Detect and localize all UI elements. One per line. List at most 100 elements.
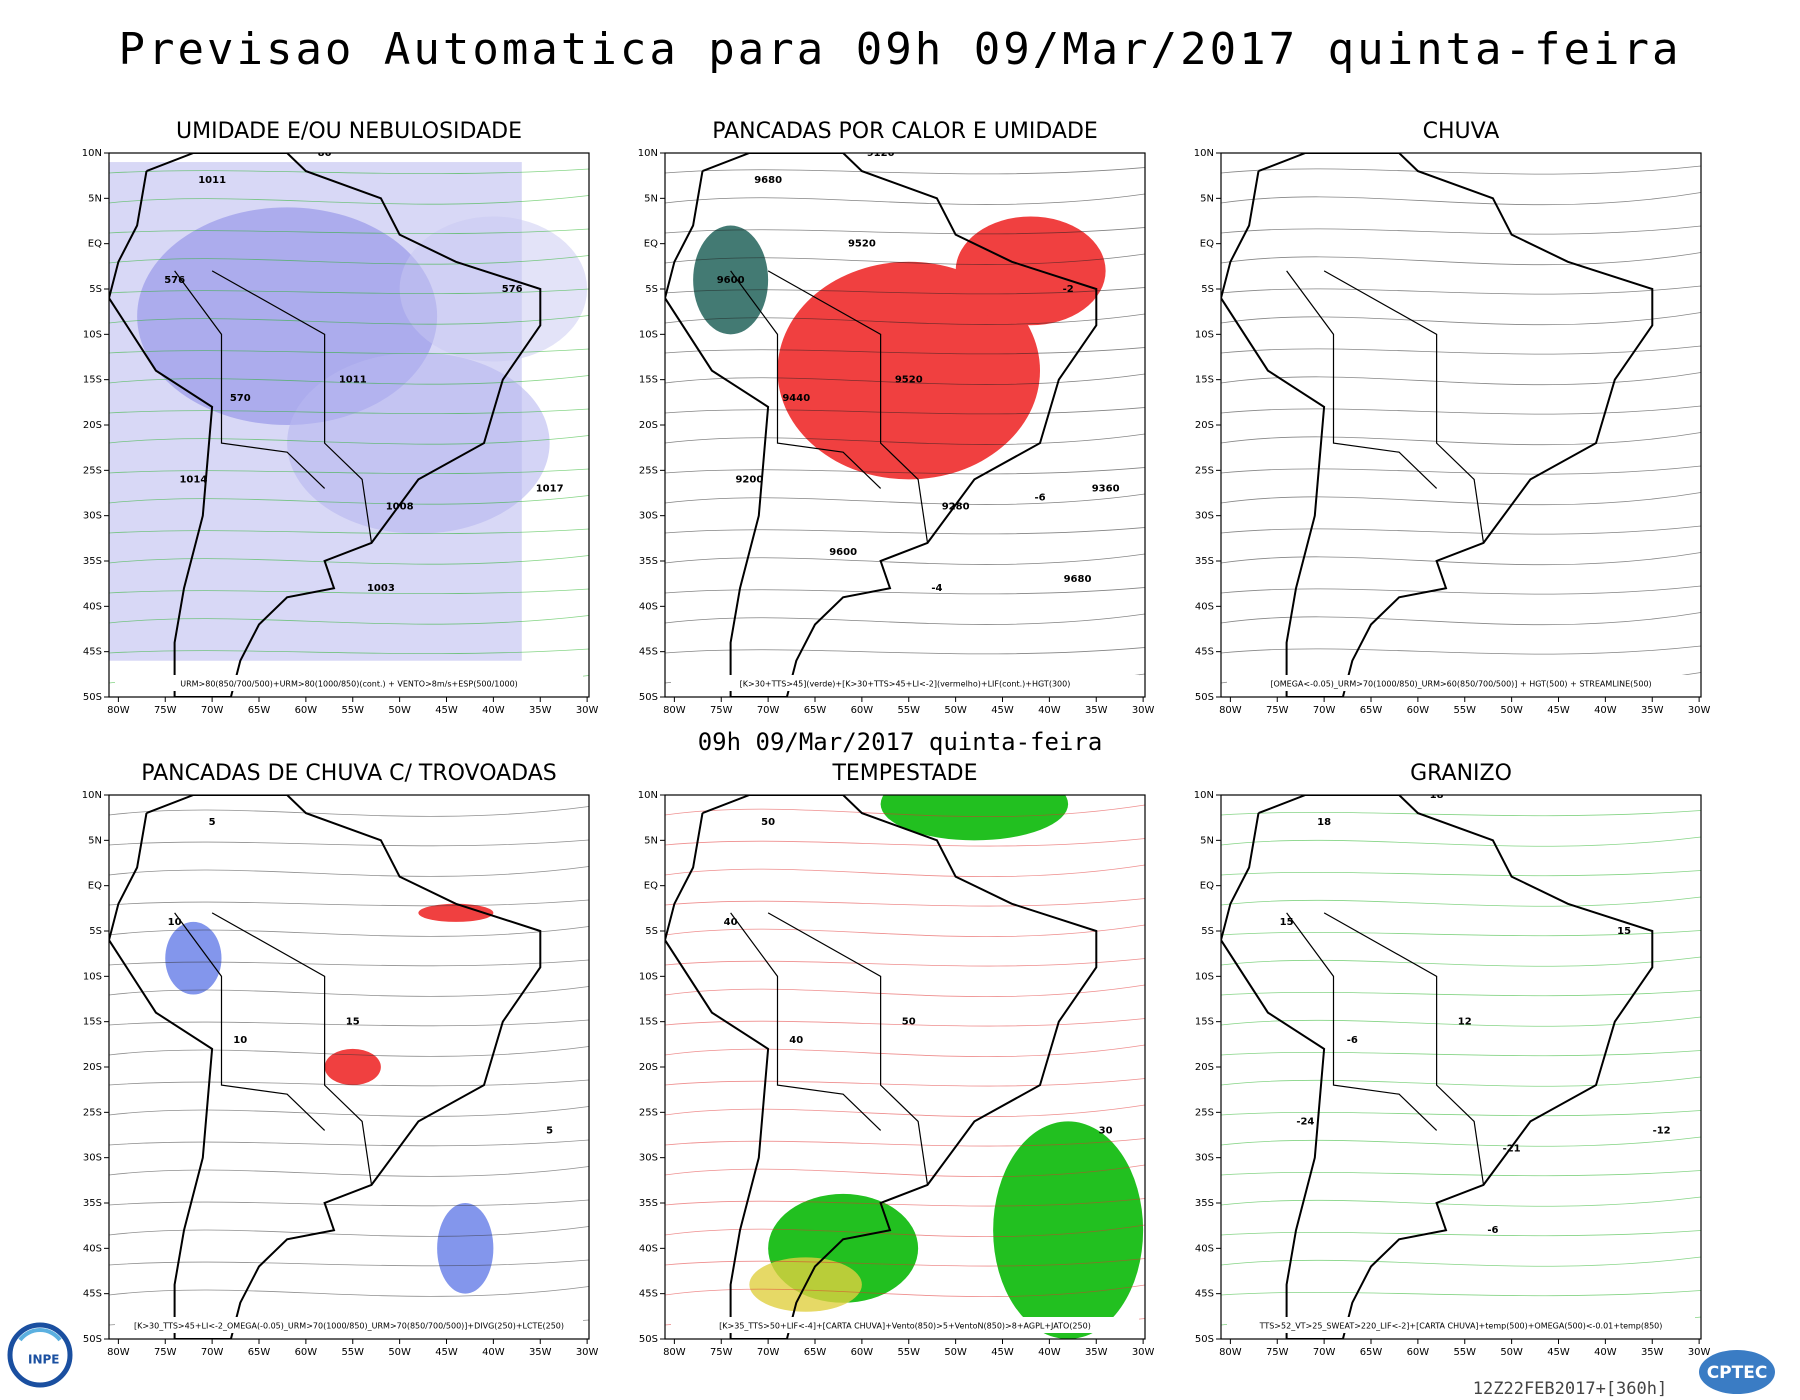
lat-label: 40S <box>639 601 658 612</box>
coastline <box>665 795 1098 1339</box>
lat-label: 50S <box>639 692 658 703</box>
contour-line <box>1221 465 1701 475</box>
contour-line <box>109 555 589 565</box>
contour-line <box>1221 810 1701 817</box>
contour-line <box>1221 990 1701 997</box>
lat-label: 10N <box>638 148 658 159</box>
coastline <box>1221 153 1654 697</box>
lon-label: 40W <box>1594 1347 1617 1358</box>
lat-label: 40S <box>1195 1243 1214 1254</box>
contour-label: 50 <box>902 1017 916 1028</box>
contour-line <box>665 347 1145 355</box>
lon-label: 30W <box>576 705 599 716</box>
contour-line <box>109 806 589 817</box>
lon-label: 35W <box>529 1347 552 1358</box>
contour-label: 9360 <box>1092 483 1120 494</box>
contour-line <box>109 926 589 937</box>
lat-label: EQ <box>644 239 658 250</box>
panel-caption: [K>30+TTS>45](verde)+[K>30+TTS>45+LI<-2]… <box>740 680 1071 689</box>
map-panel: TEMPESTADE 50 40 50 40 30 [K>35_TTS>50+LIF<-4]… <box>638 761 1155 1358</box>
lon-label: 70W <box>757 705 780 716</box>
contour-label: 9680 <box>754 175 782 186</box>
contour-line <box>1221 1076 1701 1087</box>
lat-label: 40S <box>83 1243 102 1254</box>
lat-label: 5N <box>644 835 658 846</box>
contour-line <box>109 1106 589 1117</box>
contour-label: 12 <box>1458 1017 1472 1028</box>
panel-title: GRANIZO <box>1410 761 1512 786</box>
contour-label: 10 <box>233 1035 247 1046</box>
lat-label: 5S <box>1201 926 1214 937</box>
contour-line <box>109 348 589 355</box>
lon-label: 50W <box>388 705 411 716</box>
lon-label: 80W <box>663 1347 686 1358</box>
lat-label: 35S <box>1195 1198 1214 1209</box>
contour-line <box>665 287 1145 295</box>
lat-label: 10N <box>1194 790 1214 801</box>
lat-label: 10S <box>1195 971 1214 982</box>
lat-label: 35S <box>639 556 658 567</box>
lon-label: 50W <box>388 1347 411 1358</box>
contour-line <box>109 528 589 535</box>
contour-line <box>665 958 1145 967</box>
lat-label: 5S <box>89 926 102 937</box>
logo-text: INPE <box>28 1353 60 1367</box>
lat-label: 5S <box>645 284 658 295</box>
lat-label: 30S <box>1195 511 1214 522</box>
contour-line <box>665 1224 1145 1238</box>
map-panel: PANCADAS POR CALOR E UMIDADE 9680 9600 9520… <box>638 119 1155 716</box>
lat-label: 5S <box>1201 284 1214 295</box>
contour-line <box>1221 1170 1701 1177</box>
contour-line <box>1221 1256 1701 1267</box>
contour-line <box>109 1286 589 1297</box>
contour-line <box>665 1138 1145 1147</box>
contour-line <box>109 1259 589 1267</box>
logo-text: CPTEC <box>1707 1363 1768 1383</box>
lat-label: 5N <box>88 835 102 846</box>
contour-line <box>109 1046 589 1057</box>
lon-label: 35W <box>1085 705 1108 716</box>
contour-line <box>1221 192 1701 206</box>
contour-line <box>109 839 589 847</box>
contour-line <box>109 986 589 997</box>
contour-line <box>109 435 589 445</box>
contour-line <box>665 193 1145 205</box>
lon-label: 60W <box>1407 1347 1430 1358</box>
lon-label: 65W <box>1360 1347 1383 1358</box>
contour-label: 40 <box>724 917 738 928</box>
contour-line <box>665 1104 1145 1118</box>
contour-line <box>1221 405 1701 415</box>
contour-label: 1008 <box>386 502 414 513</box>
panel-caption: URM>80(850/700/500)+URM>80(1000/850)(con… <box>180 680 518 689</box>
lat-label: 10N <box>1194 148 1214 159</box>
lat-label: 10N <box>82 148 102 159</box>
lat-label: 35S <box>639 1198 658 1209</box>
cptec-logo: CPTEC <box>1699 1350 1775 1394</box>
contour-line <box>109 1019 589 1027</box>
shading <box>437 1203 494 1294</box>
contour-line <box>1221 612 1701 626</box>
lat-label: EQ <box>1200 239 1214 250</box>
contour-line <box>109 899 589 907</box>
lat-label: 25S <box>83 465 102 476</box>
lat-label: 45S <box>83 1289 102 1300</box>
lat-label: 30S <box>639 1153 658 1164</box>
contour-label: -12 <box>1653 1125 1671 1136</box>
lat-label: 35S <box>83 1198 102 1209</box>
contour-label: 576 <box>502 284 523 295</box>
contour-line <box>665 167 1145 175</box>
map-panel: GRANIZO 18 15 12 -6 -12 -21 -24 18 15 -6 TTS>52_VT>… <box>1194 761 1711 1358</box>
lat-label: 25S <box>639 465 658 476</box>
lon-label: 50W <box>944 705 967 716</box>
lat-label: 30S <box>1195 1153 1214 1164</box>
contour-label: -24 <box>1296 1116 1314 1127</box>
contour-line <box>665 647 1145 655</box>
lon-label: 75W <box>710 705 733 716</box>
lat-label: 50S <box>639 1334 658 1345</box>
panel-title: CHUVA <box>1423 119 1500 144</box>
contour-label: -6 <box>1347 1035 1358 1046</box>
lon-label: 30W <box>1132 705 1155 716</box>
lat-label: 35S <box>83 556 102 567</box>
map-area: 1011 576 1011 570 1017 1008 1014 80 576 1003 <box>109 153 589 697</box>
contour-line <box>1221 165 1701 175</box>
